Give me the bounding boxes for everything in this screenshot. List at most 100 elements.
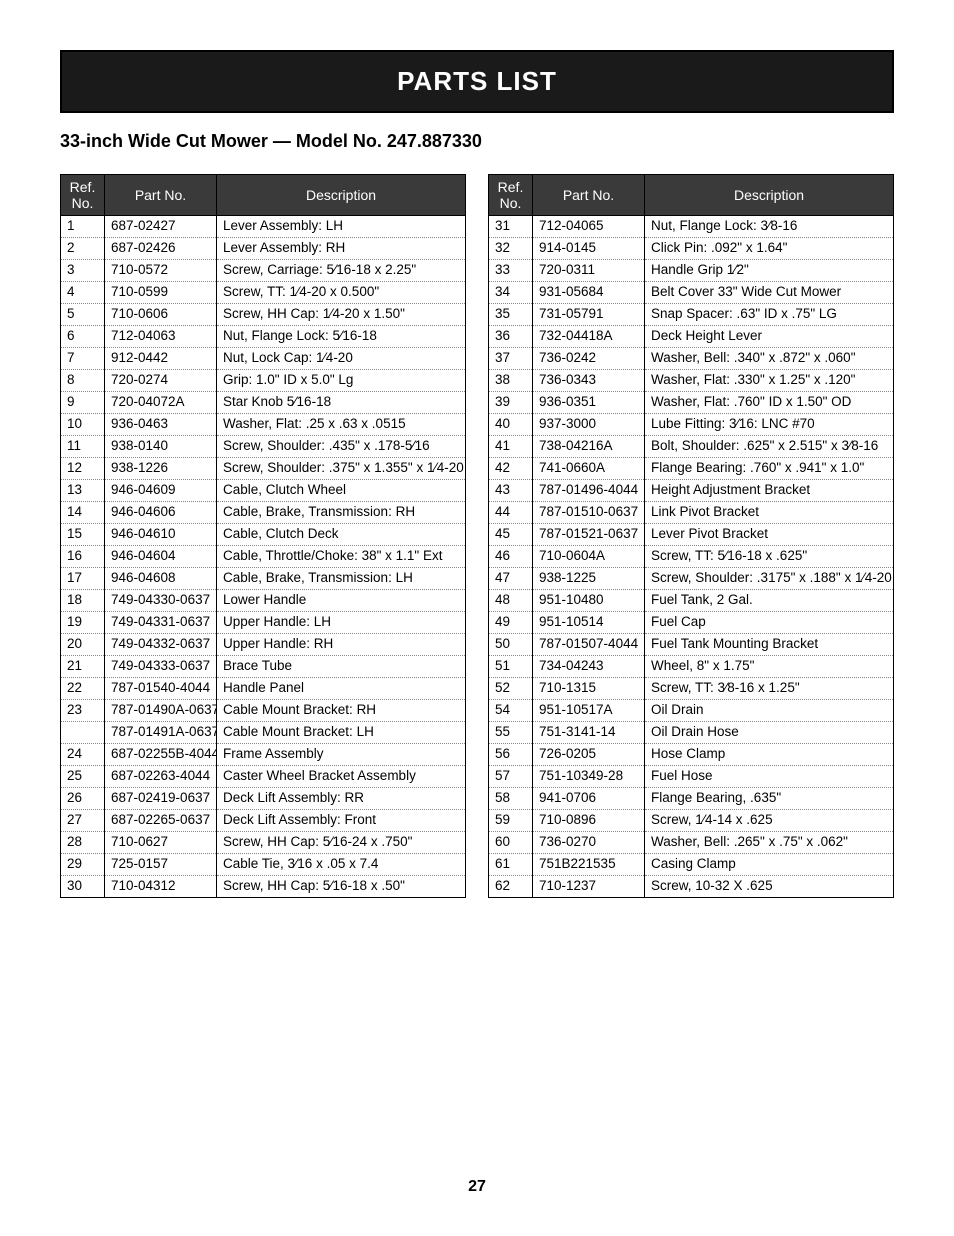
cell-ref: 60	[489, 832, 533, 854]
cell-desc: Oil Drain Hose	[645, 722, 894, 744]
table-row: 21749-04333-0637Brace Tube	[61, 656, 466, 678]
cell-desc: Lever Assembly: LH	[217, 216, 466, 238]
cell-part: 936-0351	[533, 392, 645, 414]
table-row: 17946-04608Cable, Brake, Transmission: L…	[61, 568, 466, 590]
table-row: 10936-0463Washer, Flat: .25 x .63 x .051…	[61, 414, 466, 436]
cell-ref: 51	[489, 656, 533, 678]
table-row: 13946-04609Cable, Clutch Wheel	[61, 480, 466, 502]
cell-desc: Brace Tube	[217, 656, 466, 678]
cell-part: 736-0270	[533, 832, 645, 854]
cell-desc: Washer, Flat: .330" x 1.25" x .120"	[645, 370, 894, 392]
cell-part: 951-10517A	[533, 700, 645, 722]
model-subtitle: 33-inch Wide Cut Mower — Model No. 247.8…	[60, 131, 894, 152]
cell-part: 937-3000	[533, 414, 645, 436]
cell-part: 720-0311	[533, 260, 645, 282]
cell-ref: 7	[61, 348, 105, 370]
cell-desc: Screw, TT: 5⁄16-18 x .625"	[645, 546, 894, 568]
table-row: 57751-10349-28Fuel Hose	[489, 766, 894, 788]
cell-desc: Deck Height Lever	[645, 326, 894, 348]
th-ref: Ref. No.	[489, 175, 533, 216]
table-row: 47938-1225Screw, Shoulder: .3175" x .188…	[489, 568, 894, 590]
th-desc: Description	[645, 175, 894, 216]
table-row: 26687-02419-0637Deck Lift Assembly: RR	[61, 788, 466, 810]
cell-part: 687-02419-0637	[105, 788, 217, 810]
cell-ref: 44	[489, 502, 533, 524]
cell-part: 687-02265-0637	[105, 810, 217, 832]
table-row: 7912-0442Nut, Lock Cap: 1⁄4-20	[61, 348, 466, 370]
cell-ref: 45	[489, 524, 533, 546]
title-bar: PARTS LIST	[60, 50, 894, 113]
cell-part: 749-04331-0637	[105, 612, 217, 634]
table-row: 6712-04063Nut, Flange Lock: 5⁄16-18	[61, 326, 466, 348]
cell-ref: 33	[489, 260, 533, 282]
cell-ref: 55	[489, 722, 533, 744]
cell-desc: Casing Clamp	[645, 854, 894, 876]
cell-ref: 8	[61, 370, 105, 392]
cell-ref: 46	[489, 546, 533, 568]
cell-part: 751-3141-14	[533, 722, 645, 744]
table-row: 41738-04216ABolt, Shoulder: .625" x 2.51…	[489, 436, 894, 458]
table-row: 56726-0205Hose Clamp	[489, 744, 894, 766]
cell-part: 787-01540-4044	[105, 678, 217, 700]
cell-ref: 40	[489, 414, 533, 436]
cell-part: 725-0157	[105, 854, 217, 876]
cell-ref: 14	[61, 502, 105, 524]
cell-part: 710-0627	[105, 832, 217, 854]
cell-ref: 59	[489, 810, 533, 832]
cell-desc: Cable Mount Bracket: LH	[217, 722, 466, 744]
cell-desc: Handle Panel	[217, 678, 466, 700]
cell-ref: 5	[61, 304, 105, 326]
cell-ref: 20	[61, 634, 105, 656]
cell-ref: 29	[61, 854, 105, 876]
cell-desc: Caster Wheel Bracket Assembly	[217, 766, 466, 788]
table-row: 25687-02263-4044Caster Wheel Bracket Ass…	[61, 766, 466, 788]
cell-desc: Lower Handle	[217, 590, 466, 612]
th-part: Part No.	[105, 175, 217, 216]
cell-desc: Deck Lift Assembly: RR	[217, 788, 466, 810]
cell-desc: Star Knob 5⁄16-18	[217, 392, 466, 414]
cell-part: 710-0572	[105, 260, 217, 282]
cell-ref: 37	[489, 348, 533, 370]
cell-part: 914-0145	[533, 238, 645, 260]
cell-ref: 47	[489, 568, 533, 590]
cell-ref: 57	[489, 766, 533, 788]
cell-ref: 1	[61, 216, 105, 238]
cell-part: 738-04216A	[533, 436, 645, 458]
cell-ref: 36	[489, 326, 533, 348]
cell-ref: 17	[61, 568, 105, 590]
table-row: 62710-1237Screw, 10-32 X .625	[489, 876, 894, 898]
table-row: 12938-1226Screw, Shoulder: .375" x 1.355…	[61, 458, 466, 480]
cell-desc: Flange Bearing, .635"	[645, 788, 894, 810]
cell-desc: Fuel Hose	[645, 766, 894, 788]
cell-ref: 4	[61, 282, 105, 304]
page-number: 27	[60, 1178, 894, 1196]
cell-part: 712-04063	[105, 326, 217, 348]
cell-desc: Nut, Flange Lock: 3⁄8-16	[645, 216, 894, 238]
cell-ref: 42	[489, 458, 533, 480]
cell-part: 946-04609	[105, 480, 217, 502]
cell-desc: Cable, Brake, Transmission: LH	[217, 568, 466, 590]
cell-desc: Nut, Flange Lock: 5⁄16-18	[217, 326, 466, 348]
cell-desc: Lever Assembly: RH	[217, 238, 466, 260]
table-row: 1687-02427Lever Assembly: LH	[61, 216, 466, 238]
cell-part: 712-04065	[533, 216, 645, 238]
cell-ref: 49	[489, 612, 533, 634]
table-row: 20749-04332-0637Upper Handle: RH	[61, 634, 466, 656]
cell-part: 938-1225	[533, 568, 645, 590]
cell-part: 941-0706	[533, 788, 645, 810]
cell-part: 710-0606	[105, 304, 217, 326]
cell-desc: Belt Cover 33" Wide Cut Mower	[645, 282, 894, 304]
cell-desc: Height Adjustment Bracket	[645, 480, 894, 502]
table-row: 31712-04065Nut, Flange Lock: 3⁄8-16	[489, 216, 894, 238]
cell-desc: Cable, Throttle/Choke: 38" x 1.1" Ext	[217, 546, 466, 568]
cell-desc: Screw, 10-32 X .625	[645, 876, 894, 898]
cell-part: 726-0205	[533, 744, 645, 766]
table-row: 14946-04606Cable, Brake, Transmission: R…	[61, 502, 466, 524]
table-row: 23787-01490A-0637Cable Mount Bracket: RH	[61, 700, 466, 722]
cell-ref: 32	[489, 238, 533, 260]
cell-desc: Washer, Flat: .25 x .63 x .0515	[217, 414, 466, 436]
cell-ref: 19	[61, 612, 105, 634]
cell-part: 751B221535	[533, 854, 645, 876]
cell-desc: Upper Handle: LH	[217, 612, 466, 634]
table-row: 8720-0274Grip: 1.0" ID x 5.0" Lg	[61, 370, 466, 392]
